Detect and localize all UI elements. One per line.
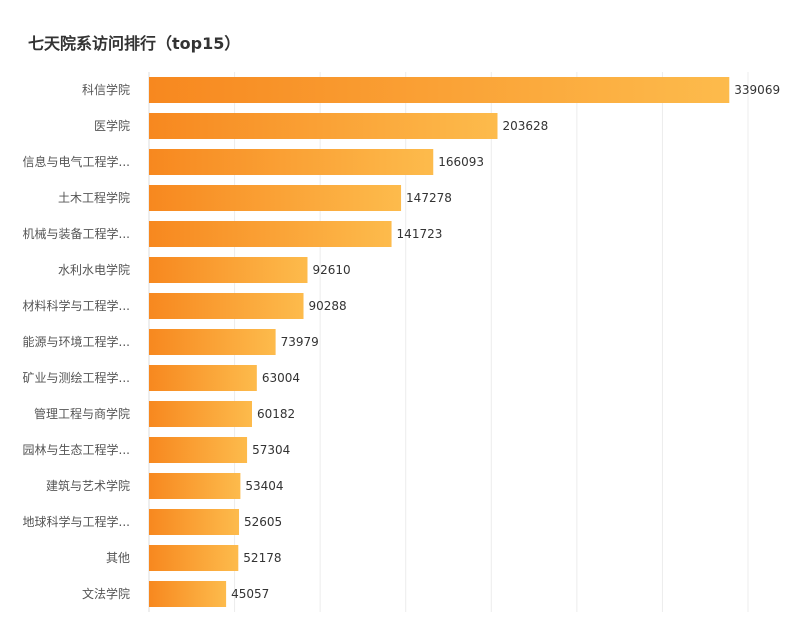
value-label: 57304 bbox=[252, 443, 290, 457]
category-label: 文法学院 bbox=[82, 586, 130, 601]
bar[interactable] bbox=[149, 293, 304, 319]
category-label: 建筑与艺术学院 bbox=[46, 478, 130, 493]
value-label: 73979 bbox=[281, 335, 319, 349]
bar[interactable] bbox=[149, 509, 240, 535]
bar[interactable] bbox=[149, 113, 498, 139]
category-label: 水利水电学院 bbox=[58, 262, 130, 277]
category-label: 土木工程学院 bbox=[58, 190, 130, 205]
value-label: 45057 bbox=[231, 587, 269, 601]
value-label: 52178 bbox=[243, 551, 281, 565]
value-label: 141723 bbox=[397, 227, 443, 241]
category-label: 信息与电气工程学... bbox=[23, 154, 130, 169]
bar[interactable] bbox=[149, 77, 730, 103]
value-label: 63004 bbox=[262, 371, 300, 385]
bars bbox=[149, 77, 730, 607]
chart-title: 七天院系访问排行（top15） bbox=[28, 34, 241, 53]
labels: 科信学院 339069 医学院 203628 信息与电气工程学... 166093 土木工程… bbox=[23, 82, 781, 601]
bar[interactable] bbox=[149, 545, 239, 571]
value-label: 339069 bbox=[734, 83, 780, 97]
bar[interactable] bbox=[149, 185, 402, 211]
bar[interactable] bbox=[149, 149, 434, 175]
value-label: 92610 bbox=[312, 263, 350, 277]
value-label: 52605 bbox=[244, 515, 282, 529]
category-label: 地球科学与工程学... bbox=[23, 514, 130, 529]
bar[interactable] bbox=[149, 329, 276, 355]
category-label: 矿业与测绘工程学... bbox=[23, 370, 130, 385]
value-label: 60182 bbox=[257, 407, 295, 421]
category-label: 科信学院 bbox=[82, 82, 130, 97]
bar[interactable] bbox=[149, 473, 241, 499]
category-label: 管理工程与商学院 bbox=[34, 406, 130, 421]
value-label: 147278 bbox=[406, 191, 452, 205]
category-label: 其他 bbox=[106, 551, 130, 565]
category-label: 机械与装备工程学... bbox=[23, 226, 130, 241]
bar[interactable] bbox=[149, 437, 248, 463]
value-label: 53404 bbox=[245, 479, 283, 493]
value-label: 90288 bbox=[309, 299, 347, 313]
value-label: 203628 bbox=[502, 119, 548, 133]
bar[interactable] bbox=[149, 257, 308, 283]
bar[interactable] bbox=[149, 365, 257, 391]
category-label: 园林与生态工程学... bbox=[23, 442, 130, 457]
category-label: 能源与环境工程学... bbox=[23, 334, 130, 349]
bar[interactable] bbox=[149, 221, 392, 247]
bar[interactable] bbox=[149, 581, 227, 607]
category-label: 医学院 bbox=[94, 118, 130, 133]
value-label: 166093 bbox=[438, 155, 484, 169]
bar[interactable] bbox=[149, 401, 252, 427]
category-label: 材料科学与工程学... bbox=[23, 298, 130, 313]
